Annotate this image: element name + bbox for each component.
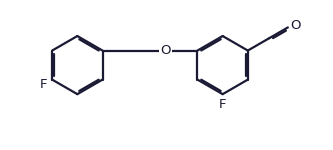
Text: O: O (160, 44, 170, 57)
Text: F: F (219, 98, 226, 111)
Text: F: F (39, 78, 47, 91)
Text: O: O (290, 19, 300, 32)
